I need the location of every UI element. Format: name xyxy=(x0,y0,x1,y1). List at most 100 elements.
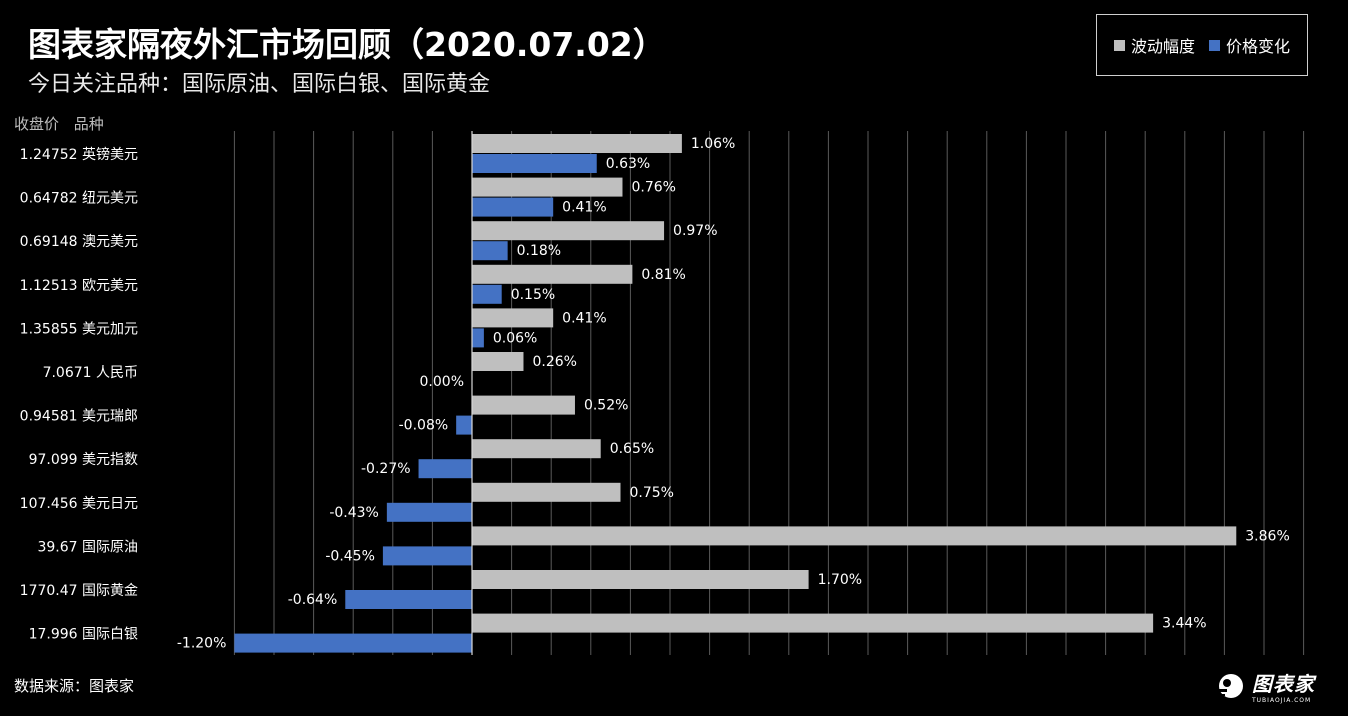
column-header-name: 品种 xyxy=(73,115,104,133)
category-label: 17.996 国际白银 xyxy=(29,627,138,643)
data-label-change: -0.45% xyxy=(325,548,375,564)
data-label-change: 0.41% xyxy=(562,200,606,216)
bar-amplitude xyxy=(472,570,809,589)
bar-change xyxy=(472,197,554,217)
category-label: 0.94581 美元瑞郎 xyxy=(20,409,138,425)
data-label-change: -1.20% xyxy=(177,636,227,652)
bar-change xyxy=(456,415,472,435)
data-label-amplitude: 0.26% xyxy=(532,354,576,370)
legend-item-change: 价格变化 xyxy=(1209,33,1290,57)
category-name: 澳元美元 xyxy=(82,234,138,250)
brand-logo: 图表家 TUBIAOJIA.COM xyxy=(1214,668,1315,704)
legend-label-amplitude: 波动幅度 xyxy=(1130,37,1195,56)
bar-amplitude xyxy=(472,613,1154,633)
data-label-amplitude: 0.41% xyxy=(562,310,606,326)
category-name: 美元瑞郎 xyxy=(82,409,138,425)
category-label: 0.69148 澳元美元 xyxy=(20,234,138,250)
brand-logo-sub: TUBIAOJIA.COM xyxy=(1252,697,1312,704)
data-label-change: 0.18% xyxy=(517,243,561,259)
close-price: 107.456 xyxy=(20,496,82,512)
data-label-change: -0.43% xyxy=(329,505,379,521)
close-price: 1.24752 xyxy=(20,147,82,163)
data-label-change: 0.06% xyxy=(493,330,537,346)
bar-amplitude xyxy=(472,439,601,459)
data-label-amplitude: 0.65% xyxy=(610,441,654,457)
column-header-price: 收盘价 xyxy=(14,115,60,133)
close-price: 1770.47 xyxy=(20,583,82,599)
category-label: 1.24752 英镑美元 xyxy=(20,146,138,163)
category-name: 国际黄金 xyxy=(82,582,138,599)
category-name: 欧元美元 xyxy=(82,278,138,294)
category-name: 纽元美元 xyxy=(82,191,138,207)
bar-change xyxy=(472,284,502,304)
category-name: 美元日元 xyxy=(82,496,138,512)
data-label-amplitude: 3.44% xyxy=(1162,616,1206,632)
category-name: 英镑美元 xyxy=(82,146,138,163)
bar-amplitude xyxy=(472,526,1237,546)
data-label-amplitude: 0.81% xyxy=(641,267,685,283)
category-name: 国际原油 xyxy=(82,539,138,555)
close-price: 1.12513 xyxy=(20,278,82,294)
brand-logo-text: 图表家 xyxy=(1252,672,1315,696)
data-source: 数据来源：图表家 xyxy=(14,677,135,695)
data-label-change: 0.00% xyxy=(420,374,464,390)
category-label: 0.64782 纽元美元 xyxy=(20,191,138,207)
bar-amplitude xyxy=(472,395,575,415)
category-name: 美元加元 xyxy=(82,321,138,337)
bar-change xyxy=(418,459,472,479)
legend-item-amplitude: 波动幅度 xyxy=(1113,33,1195,57)
close-price: 97.099 xyxy=(29,452,82,468)
bar-amplitude xyxy=(472,308,554,328)
data-label-amplitude: 1.06% xyxy=(691,136,735,152)
bar-amplitude xyxy=(472,221,665,241)
data-label-change: -0.08% xyxy=(399,418,449,434)
category-label: 97.099 美元指数 xyxy=(29,452,138,468)
bar-change xyxy=(345,590,472,609)
category-name: 人民币 xyxy=(96,365,138,381)
category-label: 7.0671 人民币 xyxy=(43,365,138,381)
bar-change xyxy=(234,633,472,653)
bar-amplitude xyxy=(472,482,621,502)
brand-logo-icon xyxy=(1218,674,1243,698)
chart-legend: 波动幅度 价格变化 xyxy=(1096,14,1308,76)
data-label-change: 0.15% xyxy=(511,287,555,303)
data-label-amplitude: 0.52% xyxy=(584,398,628,414)
bar-amplitude xyxy=(472,352,524,371)
category-label: 39.67 国际原油 xyxy=(37,539,138,555)
data-label-amplitude: 0.76% xyxy=(631,180,675,196)
close-price: 0.69148 xyxy=(20,234,82,250)
data-label-amplitude: 0.75% xyxy=(630,485,674,501)
bar-change xyxy=(382,546,472,566)
category-label: 1.12513 欧元美元 xyxy=(20,278,138,294)
bar-amplitude xyxy=(472,264,633,284)
category-name: 美元指数 xyxy=(82,452,138,468)
close-price: 7.0671 xyxy=(43,365,96,381)
legend-label-change: 价格变化 xyxy=(1226,37,1291,56)
data-label-amplitude: 3.86% xyxy=(1245,528,1289,544)
data-label-change: 0.63% xyxy=(606,156,650,172)
data-label-change: -0.64% xyxy=(288,592,338,608)
data-label-change: -0.27% xyxy=(361,461,411,477)
bar-amplitude xyxy=(472,134,682,153)
data-label-amplitude: 1.70% xyxy=(818,572,862,588)
category-label: 1.35855 美元加元 xyxy=(20,321,138,337)
close-price: 1.35855 xyxy=(20,321,82,337)
bar-change xyxy=(472,241,508,261)
category-name: 国际白银 xyxy=(82,627,138,643)
close-price: 0.64782 xyxy=(20,191,82,207)
brand-logo-wordmark: 图表家 TUBIAOJIA.COM xyxy=(1252,668,1315,704)
bar-change xyxy=(472,328,484,348)
bar-amplitude xyxy=(472,177,623,197)
bar-change xyxy=(472,154,597,173)
legend-swatch-amplitude xyxy=(1113,39,1125,51)
legend-swatch-change xyxy=(1209,39,1220,51)
page-subtitle: 今日关注品种：国际原油、国际白银、国际黄金 xyxy=(28,72,491,97)
close-price: 39.67 xyxy=(37,539,82,555)
category-label: 1770.47 国际黄金 xyxy=(20,582,138,599)
page-title: 图表家隔夜外汇市场回顾（2020.07.02） xyxy=(28,25,666,64)
close-price: 0.94581 xyxy=(20,409,82,425)
column-header: 收盘价 品种 xyxy=(14,113,114,134)
data-label-amplitude: 0.97% xyxy=(673,223,717,239)
bar-change xyxy=(386,502,472,522)
